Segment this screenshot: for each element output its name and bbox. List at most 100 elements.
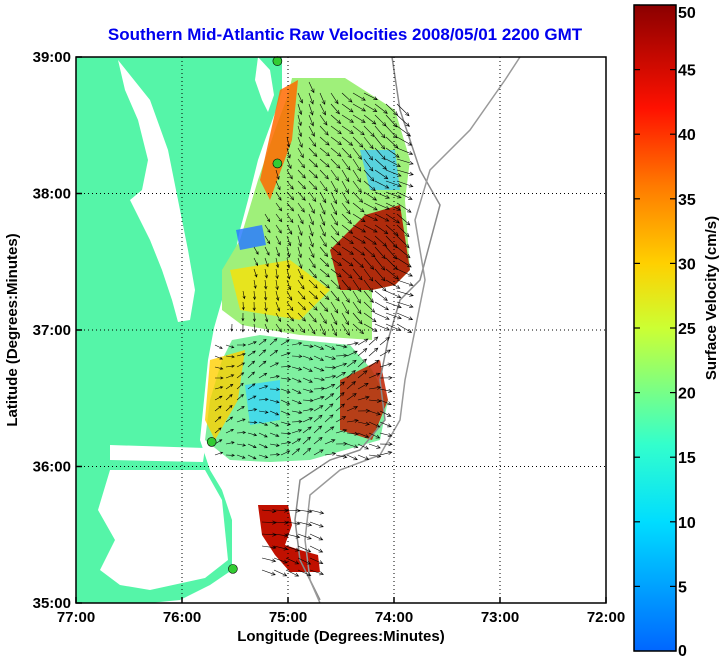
velocity-arrow xyxy=(374,125,386,139)
grid-lines xyxy=(76,57,606,603)
velocity-arrow xyxy=(341,235,354,244)
velocity-arrow xyxy=(341,312,350,326)
y-axis-label: Latitude (Degrees:Minutes) xyxy=(4,233,21,426)
velocity-arrow xyxy=(368,347,379,357)
velocity-arrow xyxy=(324,374,337,379)
velocity-arrow xyxy=(291,354,303,359)
velocity-arrow xyxy=(275,312,282,323)
velocity-arrow xyxy=(297,557,312,565)
velocity-arrow xyxy=(330,147,342,157)
velocity-arrow xyxy=(396,279,414,287)
velocity-arrow xyxy=(291,438,302,445)
velocity-arrow xyxy=(379,450,393,456)
velocity-arrow xyxy=(379,399,392,406)
velocity-arrow xyxy=(214,344,223,349)
velocity-arrow xyxy=(214,355,224,360)
velocity-arrow xyxy=(368,454,382,459)
velocity-arrow xyxy=(236,431,247,435)
velocity-arrow xyxy=(357,358,368,368)
hotspot-south-yellow xyxy=(205,350,245,440)
velocity-arrow xyxy=(225,383,234,390)
velocity-arrow xyxy=(396,125,412,137)
velocity-arrow xyxy=(341,136,354,146)
velocity-arrow xyxy=(396,169,414,176)
velocity-arrow xyxy=(379,432,393,438)
velocity-arrow xyxy=(241,312,245,322)
velocity-arrow xyxy=(225,429,235,434)
velocity-arrow xyxy=(368,398,382,403)
velocity-arrow xyxy=(280,377,292,381)
velocity-arrow xyxy=(396,202,412,213)
colorbar-tick-label: 25 xyxy=(678,321,696,338)
velocity-arrow xyxy=(368,359,380,368)
velocity-arrow xyxy=(368,336,379,346)
velocity-arrow xyxy=(261,569,276,576)
velocity-arrow xyxy=(261,509,277,514)
velocity-arrow xyxy=(253,257,258,267)
velocity-arrow xyxy=(385,312,402,320)
velocity-arrow xyxy=(396,301,414,308)
colorbar-tick-label: 35 xyxy=(678,192,696,209)
velocity-arrow xyxy=(396,323,413,333)
velocity-arrow xyxy=(253,246,259,255)
velocity-arrow xyxy=(374,191,390,199)
velocity-arrow xyxy=(346,454,358,461)
velocity-arrow xyxy=(319,279,330,289)
velocity-arrow xyxy=(396,147,414,155)
velocity-arrow xyxy=(385,290,402,298)
velocity-arrow xyxy=(258,443,268,449)
velocity-arrow xyxy=(269,349,279,357)
velocity-arrow xyxy=(324,365,337,370)
velocity-arrow xyxy=(258,397,269,402)
velocity-arrow xyxy=(297,533,312,540)
velocity-arrow xyxy=(225,416,234,423)
velocity-arrow xyxy=(313,377,325,382)
velocity-arrow xyxy=(297,213,304,225)
velocity-arrow xyxy=(286,290,293,301)
x-tick-label: 72:00 xyxy=(587,609,625,626)
velocity-arrow xyxy=(330,235,341,246)
velocity-arrow xyxy=(275,224,282,234)
velocity-arrow xyxy=(352,246,366,256)
velocity-arrow xyxy=(319,312,327,325)
velocity-arrow xyxy=(319,268,330,278)
velocity-arrow xyxy=(236,362,246,368)
velocity-arrow xyxy=(269,338,278,346)
velocity-arrow xyxy=(313,386,326,391)
velocity-arrow xyxy=(324,426,335,434)
velocity-arrow xyxy=(313,425,323,434)
velocity-arrow xyxy=(297,509,313,514)
velocity-arrow xyxy=(319,92,326,105)
velocity-arrow xyxy=(385,224,399,237)
velocity-arrow xyxy=(258,360,267,368)
velocity-arrow xyxy=(269,410,280,416)
velocity-arrow xyxy=(285,557,300,565)
velocity-arrow xyxy=(302,398,314,403)
velocity-arrow xyxy=(261,520,277,525)
velocity-arrow xyxy=(374,180,390,189)
velocity-arrow xyxy=(341,169,350,183)
velocity-arrow xyxy=(313,395,325,401)
y-tick-label: 35:00 xyxy=(33,595,71,612)
velocity-arrow xyxy=(241,323,245,333)
velocity-arrow xyxy=(261,545,277,550)
velocity-arrow xyxy=(297,301,307,311)
velocity-arrow xyxy=(341,279,352,292)
velocity-arrow xyxy=(352,191,364,203)
velocity-arrow xyxy=(258,349,267,357)
velocity-arrow xyxy=(368,410,381,416)
velocity-arrow xyxy=(363,224,378,233)
velocity-arrow xyxy=(374,103,388,114)
velocity-arrow xyxy=(363,169,375,182)
velocity-arrow xyxy=(374,158,388,170)
velocity-arrow xyxy=(352,235,366,244)
velocity-arrow xyxy=(319,202,326,215)
velocity-arrow xyxy=(374,169,389,180)
velocity-arrow xyxy=(286,158,292,170)
velocity-arrow xyxy=(396,136,413,146)
velocity-arrow xyxy=(368,443,381,449)
velocity-arrow xyxy=(291,388,302,394)
shelf-contour xyxy=(304,57,521,603)
velocity-arrow xyxy=(242,290,246,300)
velocity-arrow xyxy=(297,136,303,148)
